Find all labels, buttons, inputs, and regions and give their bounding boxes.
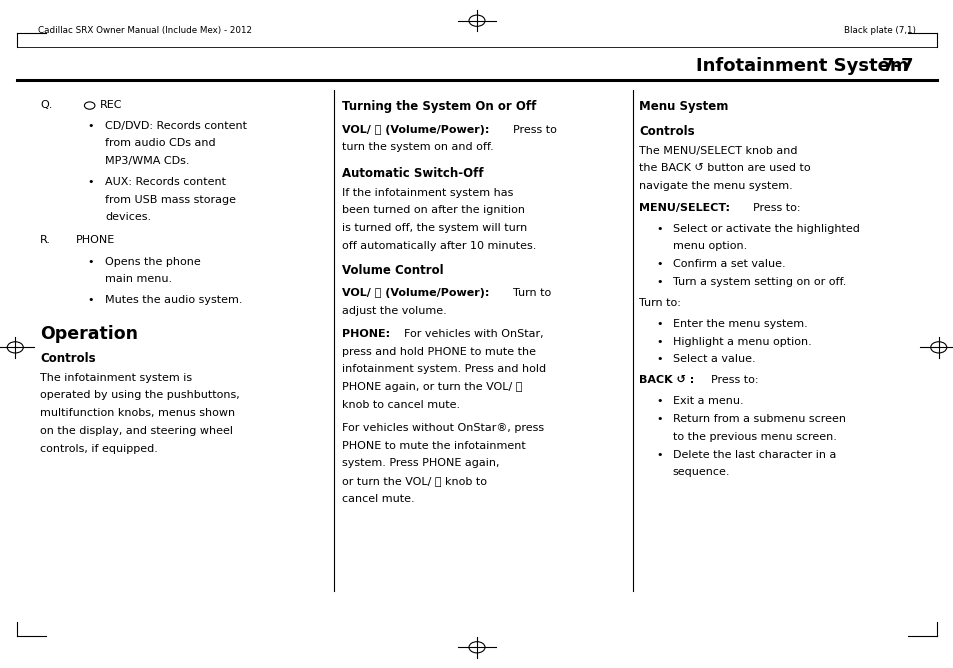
Text: PHONE to mute the infotainment: PHONE to mute the infotainment (341, 440, 525, 450)
Text: controls, if equipped.: controls, if equipped. (40, 444, 158, 454)
Text: •: • (656, 450, 662, 460)
Text: VOL/ ⏻ (Volume/Power):: VOL/ ⏻ (Volume/Power): (341, 288, 488, 298)
Text: •: • (88, 177, 94, 187)
Text: Press to:: Press to: (745, 202, 800, 212)
Text: •: • (88, 257, 94, 267)
Text: MENU/SELECT:: MENU/SELECT: (639, 202, 729, 212)
Text: Turn a system setting on or off.: Turn a system setting on or off. (672, 277, 845, 287)
Text: Enter the menu system.: Enter the menu system. (672, 319, 806, 329)
Text: Black plate (7,1): Black plate (7,1) (843, 25, 915, 35)
Text: navigate the menu system.: navigate the menu system. (639, 181, 792, 191)
Text: operated by using the pushbuttons,: operated by using the pushbuttons, (40, 390, 239, 400)
Text: Highlight a menu option.: Highlight a menu option. (672, 337, 810, 347)
Text: Infotainment System: Infotainment System (696, 57, 908, 75)
Text: Return from a submenu screen: Return from a submenu screen (672, 414, 844, 424)
Text: Confirm a set value.: Confirm a set value. (672, 259, 784, 269)
Text: Delete the last character in a: Delete the last character in a (672, 450, 835, 460)
Text: AUX: Records content: AUX: Records content (105, 177, 226, 187)
Text: main menu.: main menu. (105, 274, 172, 284)
Text: Opens the phone: Opens the phone (105, 257, 200, 267)
Text: •: • (656, 319, 662, 329)
Text: Volume Control: Volume Control (341, 264, 443, 277)
Text: Mutes the audio system.: Mutes the audio system. (105, 295, 242, 305)
Text: PHONE: PHONE (76, 235, 115, 245)
Text: to the previous menu screen.: to the previous menu screen. (672, 432, 836, 442)
Text: Operation: Operation (40, 325, 138, 343)
Text: •: • (656, 337, 662, 347)
Text: or turn the VOL/ ⏻ knob to: or turn the VOL/ ⏻ knob to (341, 476, 486, 486)
Text: •: • (656, 396, 662, 406)
Text: menu option.: menu option. (672, 241, 746, 251)
Text: from USB mass storage: from USB mass storage (105, 194, 235, 204)
Text: Turning the System On or Off: Turning the System On or Off (341, 100, 536, 113)
Text: Select a value.: Select a value. (672, 354, 755, 364)
Text: VOL/ ⏻ (Volume/Power):: VOL/ ⏻ (Volume/Power): (341, 124, 488, 134)
Text: Turn to: Turn to (505, 288, 550, 298)
Text: Controls: Controls (639, 124, 694, 138)
Text: Cadillac SRX Owner Manual (Include Mex) - 2012: Cadillac SRX Owner Manual (Include Mex) … (38, 25, 252, 35)
Text: infotainment system. Press and hold: infotainment system. Press and hold (341, 364, 545, 374)
Text: the BACK ↺ button are used to: the BACK ↺ button are used to (639, 163, 810, 173)
Text: press and hold PHONE to mute the: press and hold PHONE to mute the (341, 347, 535, 357)
Text: Select or activate the highlighted: Select or activate the highlighted (672, 224, 859, 234)
Text: Press to: Press to (505, 124, 556, 134)
Text: been turned on after the ignition: been turned on after the ignition (341, 205, 524, 215)
Text: R.: R. (40, 235, 51, 245)
Text: multifunction knobs, menus shown: multifunction knobs, menus shown (40, 408, 235, 418)
Text: If the infotainment system has: If the infotainment system has (341, 188, 513, 198)
Text: MP3/WMA CDs.: MP3/WMA CDs. (105, 156, 190, 166)
Text: PHONE:: PHONE: (341, 329, 389, 339)
Text: The infotainment system is: The infotainment system is (40, 373, 192, 383)
Text: system. Press PHONE again,: system. Press PHONE again, (341, 458, 498, 468)
Text: on the display, and steering wheel: on the display, and steering wheel (40, 426, 233, 436)
Text: •: • (88, 120, 94, 130)
Text: Exit a menu.: Exit a menu. (672, 396, 742, 406)
Text: Q.: Q. (40, 100, 52, 110)
Text: PHONE again, or turn the VOL/ ⏻: PHONE again, or turn the VOL/ ⏻ (341, 382, 521, 392)
Text: For vehicles without OnStar®, press: For vehicles without OnStar®, press (341, 423, 543, 433)
Text: sequence.: sequence. (672, 467, 729, 477)
Text: •: • (656, 224, 662, 234)
Text: from audio CDs and: from audio CDs and (105, 138, 215, 148)
Text: Press to:: Press to: (703, 375, 758, 385)
Text: BACK ↺ :: BACK ↺ : (639, 375, 694, 385)
Text: 7-7: 7-7 (881, 57, 913, 75)
Text: •: • (656, 259, 662, 269)
Text: devices.: devices. (105, 212, 151, 222)
Text: •: • (656, 277, 662, 287)
Text: •: • (656, 354, 662, 364)
Text: turn the system on and off.: turn the system on and off. (341, 142, 493, 152)
Text: cancel mute.: cancel mute. (341, 494, 414, 504)
Text: The MENU/SELECT knob and: The MENU/SELECT knob and (639, 146, 797, 156)
Text: knob to cancel mute.: knob to cancel mute. (341, 399, 459, 409)
Text: adjust the volume.: adjust the volume. (341, 306, 446, 316)
Text: is turned off, the system will turn: is turned off, the system will turn (341, 223, 526, 233)
Text: Automatic Switch-Off: Automatic Switch-Off (341, 166, 482, 180)
Text: •: • (88, 295, 94, 305)
Text: off automatically after 10 minutes.: off automatically after 10 minutes. (341, 240, 536, 250)
Text: REC: REC (100, 100, 123, 110)
Text: CD/DVD: Records content: CD/DVD: Records content (105, 120, 247, 130)
Text: Turn to:: Turn to: (639, 298, 680, 308)
Text: Menu System: Menu System (639, 100, 728, 113)
Text: Controls: Controls (40, 351, 95, 365)
Text: For vehicles with OnStar,: For vehicles with OnStar, (396, 329, 543, 339)
Text: •: • (656, 414, 662, 424)
